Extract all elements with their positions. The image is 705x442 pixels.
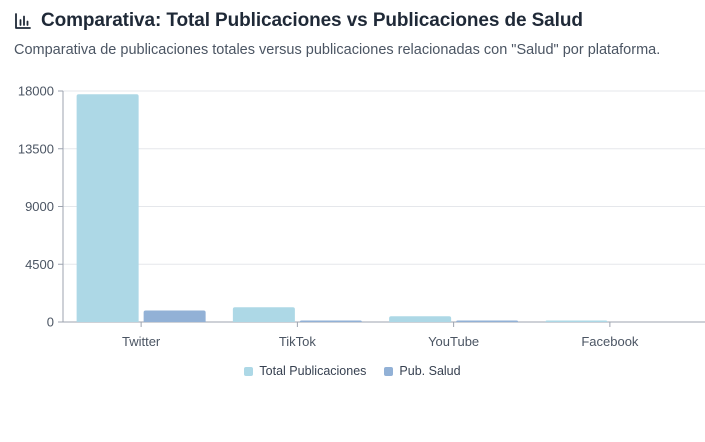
bar-pub-salud-twitter [143, 310, 206, 322]
x-tick-label: Twitter [122, 334, 161, 349]
x-tick-label: YouTube [428, 334, 479, 349]
x-tick-label: TikTok [279, 334, 317, 349]
y-tick-label: 4500 [25, 257, 54, 272]
legend-swatch [384, 366, 394, 376]
bar-pub-salud-youtube [456, 320, 519, 322]
chart-legend: Total Publicaciones Pub. Salud [0, 364, 705, 378]
legend-item[interactable]: Pub. Salud [384, 364, 461, 378]
bar-total-publicaciones-tiktok [232, 307, 295, 322]
bar-total-publicaciones-youtube [389, 316, 452, 322]
chart-header: Comparativa: Total Publicaciones vs Publ… [14, 10, 583, 32]
legend-swatch [244, 366, 254, 376]
y-tick-label: 0 [47, 315, 54, 330]
x-tick-label: Facebook [581, 334, 639, 349]
bar-total-publicaciones-facebook [545, 320, 608, 322]
chart-title: Comparativa: Total Publicaciones vs Publ… [41, 10, 583, 31]
y-tick-label: 13500 [18, 141, 54, 156]
bar-total-publicaciones-twitter [76, 94, 139, 322]
bar-chart-icon [14, 12, 32, 30]
legend-label: Total Publicaciones [259, 364, 367, 378]
legend-item[interactable]: Total Publicaciones [244, 364, 366, 378]
legend-label: Pub. Salud [399, 364, 461, 378]
y-tick-label: 18000 [18, 84, 54, 99]
bar-pub-salud-tiktok [299, 320, 362, 322]
y-tick-label: 9000 [25, 199, 54, 214]
chart-subtitle: Comparativa de publicaciones totales ver… [14, 42, 661, 58]
